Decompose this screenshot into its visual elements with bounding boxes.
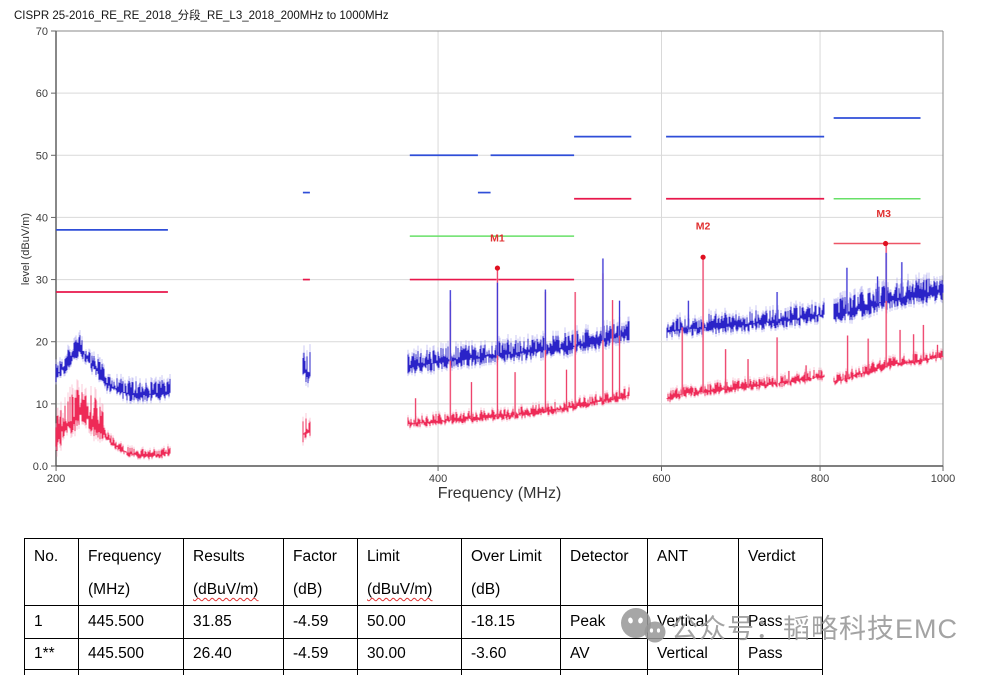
table-cell: 30.00: [357, 638, 462, 670]
y-tick-label: 30: [36, 275, 48, 287]
table-cell: [647, 669, 739, 675]
table-cell: -4.59: [283, 638, 358, 670]
y-tick-label: 0.0: [33, 461, 48, 473]
table-cell: [24, 669, 79, 675]
y-tick-label: 20: [36, 337, 48, 349]
table-header-row: No. Frequency (MHz) Results (dBuV/m) Facto…: [24, 538, 823, 606]
green-limit-lines: [409, 198, 921, 237]
results-table: No. Frequency (MHz) Results (dBuV/m) Facto…: [24, 538, 823, 675]
peak-trace-band: [55, 278, 944, 402]
table-cell: Vertical: [647, 605, 739, 639]
table-cell: Peak: [560, 605, 648, 639]
table-cell: [283, 669, 358, 675]
average-trace: [55, 348, 944, 461]
table-cell: 31.85: [183, 605, 284, 639]
peak-spikes: [449, 252, 903, 361]
table-cell: -4.59: [283, 605, 358, 639]
table-row-cutoff: [24, 669, 823, 675]
table-cell: [738, 669, 823, 675]
table-cell: [357, 669, 462, 675]
y-tick-label: 50: [36, 150, 48, 162]
marker-M1-label: M1: [490, 232, 505, 244]
col-results: Results (dBuV/m): [183, 538, 284, 606]
peak-trace: [55, 272, 944, 405]
table-cell: 1**: [24, 638, 79, 670]
x-tick-label: 400: [429, 473, 447, 485]
table-cell: 445.500: [78, 638, 184, 670]
table-cell: -18.15: [461, 605, 561, 639]
x-tick-label: 800: [811, 473, 829, 485]
marker-M2-label: M2: [696, 221, 711, 233]
table-cell: AV: [560, 638, 648, 670]
table-cell: Pass: [738, 605, 823, 639]
gridlines: [57, 31, 943, 466]
y-axis-title: level (dBuV/m): [20, 213, 32, 285]
table-cell: 1: [24, 605, 79, 639]
marker-M1-dot: [494, 265, 501, 271]
col-limit: Limit (dBuV/m): [357, 538, 462, 606]
y-tick-label: 40: [36, 212, 48, 224]
col-no: No.: [24, 538, 79, 606]
x-axis-title: Frequency (MHz): [438, 485, 562, 502]
col-over-limit: Over Limit (dB): [461, 538, 561, 606]
x-tick-label: 200: [47, 473, 65, 485]
table-cell: [183, 669, 284, 675]
peak-trace-halo: [55, 272, 944, 405]
table-cell: 26.40: [183, 638, 284, 670]
marker-M2-dot: [700, 254, 706, 260]
y-tick-label: 10: [36, 399, 48, 411]
table-row: 1** 445.500 26.40 -4.59 30.00 -3.60 AV Vertical…: [24, 638, 823, 670]
table-cell: Vertical: [647, 638, 739, 670]
y-tick-label: 70: [36, 26, 48, 38]
marker-M3-label: M3: [876, 208, 891, 220]
table-cell: 445.500: [78, 605, 184, 639]
table-cell: [461, 669, 561, 675]
average-limit-lines: [56, 197, 825, 293]
plot-frame: [55, 30, 944, 467]
col-ant: ANT: [647, 538, 739, 606]
col-factor: Factor (dB): [283, 538, 358, 606]
table-cell: [560, 669, 648, 675]
marker-M3-dot: [882, 240, 889, 247]
col-verdict: Verdict: [738, 538, 823, 606]
table-cell: [78, 669, 184, 675]
col-detector: Detector: [560, 538, 648, 606]
average-trace-band: [55, 350, 944, 460]
y-tick-label: 60: [36, 88, 48, 100]
table-cell: -3.60: [461, 638, 561, 670]
table-cell: Pass: [738, 638, 823, 670]
chart-title: CISPR 25-2016_RE_RE_2018_分段_RE_L3_2018_2…: [14, 10, 389, 22]
col-frequency: Frequency (MHz): [78, 538, 184, 606]
peak-limit-lines: [56, 117, 921, 231]
x-tick-label: 600: [652, 473, 670, 485]
emission-spectrum-chart: 0.0 10 20 30 40 50 60 70 200 400 600 800 1000 Frequen…: [20, 26, 956, 502]
table-cell: 50.00: [357, 605, 462, 639]
x-tick-label: 1000: [931, 473, 955, 485]
table-row: 1 445.500 31.85 -4.59 50.00 -18.15 Peak Vertica…: [24, 605, 823, 639]
axis-labels: 0.0 10 20 30 40 50 60 70 200 400 600 800 1000: [33, 26, 956, 485]
